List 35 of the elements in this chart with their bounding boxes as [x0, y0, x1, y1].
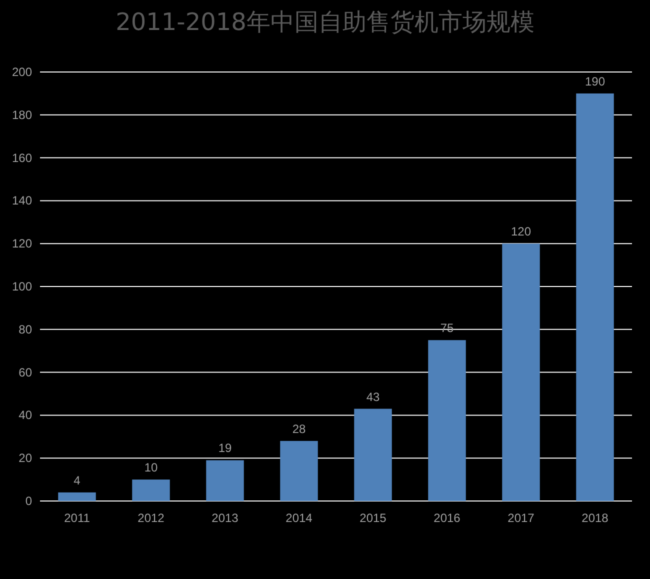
bar: [58, 492, 96, 501]
data-label: 120: [510, 224, 532, 239]
y-tick-label: 20: [18, 451, 32, 466]
y-tick-label: 120: [12, 236, 32, 251]
y-tick-label: 60: [18, 365, 32, 380]
x-tick-label: 2015: [360, 511, 387, 525]
y-tick-label: 80: [18, 322, 32, 336]
bar: [428, 340, 466, 501]
x-tick-label: 2014: [286, 511, 313, 525]
y-tick-label: 160: [12, 150, 32, 165]
data-label: 10: [144, 460, 158, 475]
y-tick-label: 40: [18, 408, 32, 422]
x-tick-label: 2012: [138, 511, 165, 525]
bar: [280, 440, 318, 501]
bar: [206, 460, 244, 501]
y-tick-label: 100: [12, 280, 32, 294]
x-tick-label: 2013: [212, 511, 239, 525]
data-label: 43: [366, 390, 380, 404]
bar: [132, 480, 170, 501]
x-tick-label: 2018: [582, 511, 609, 525]
data-label: 4: [74, 473, 81, 488]
x-tick-label: 2017: [508, 511, 535, 525]
bar: [354, 408, 392, 501]
data-label: 190: [584, 74, 606, 88]
x-tick-label: 2016: [434, 511, 461, 525]
y-tick-label: 140: [12, 194, 32, 208]
data-label: 19: [218, 441, 232, 456]
bar: [576, 93, 614, 501]
bar: [502, 244, 540, 501]
x-tick-label: 2011: [64, 511, 90, 525]
data-label: 28: [292, 422, 306, 436]
y-tick-label: 180: [12, 108, 32, 122]
chart-title: 2011-2018年中国自助售货机市场规模: [116, 8, 534, 36]
y-tick-label: 200: [12, 65, 32, 79]
y-tick-label: 0: [25, 494, 32, 508]
